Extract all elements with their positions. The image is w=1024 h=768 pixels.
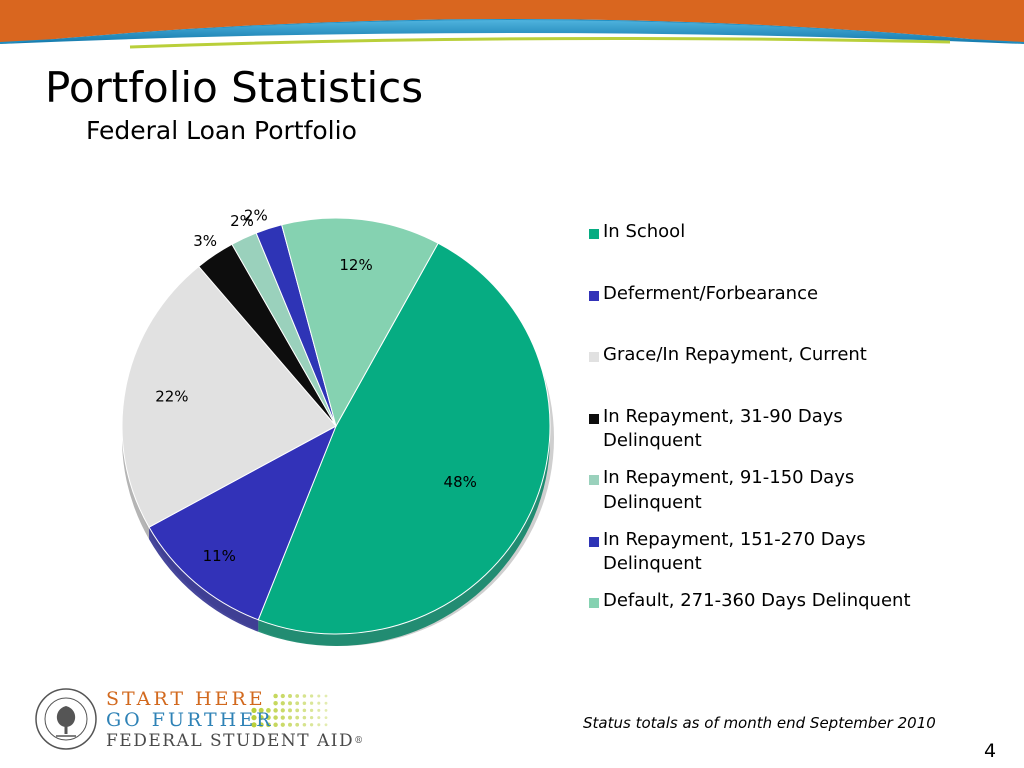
legend-item: Deferment/Forbearance bbox=[586, 280, 976, 342]
logo-line-start-here: START HERE bbox=[106, 688, 266, 710]
logo-line-federal-student-aid: FEDERAL STUDENT AID® bbox=[106, 731, 363, 752]
status-footnote: Status totals as of month end September … bbox=[583, 714, 936, 732]
legend-item: Default, 271-360 Days Delinquent bbox=[586, 587, 976, 649]
slide-title: Portfolio Statistics bbox=[45, 63, 424, 112]
department-of-education-seal-icon bbox=[35, 688, 97, 750]
legend-label: In Repayment, 151-270 Days Delinquent bbox=[603, 528, 866, 575]
pie-value-label-3: 22% bbox=[155, 387, 188, 405]
legend-item: Grace/In Repayment, Current bbox=[586, 341, 976, 403]
banner-orange-band bbox=[0, 0, 1024, 44]
legend-item: In School bbox=[586, 218, 976, 280]
fsa-logo: START HERE GO FURTHER FEDERAL STUDENT AI… bbox=[34, 686, 363, 752]
pie-value-label-7: 12% bbox=[339, 256, 372, 274]
legend-swatch bbox=[589, 536, 599, 547]
pie-value-label-2: 11% bbox=[203, 547, 236, 565]
pie-value-label-1: 48% bbox=[444, 473, 477, 491]
logo-fsa-text: FEDERAL STUDENT AID bbox=[106, 731, 355, 751]
legend-label: In Repayment, 31-90 Days Delinquent bbox=[603, 405, 843, 452]
legend-swatch bbox=[589, 290, 599, 301]
legend-label: Default, 271-360 Days Delinquent bbox=[603, 590, 911, 611]
banner-blue-band bbox=[0, 19, 1024, 44]
logo-line-go-further: GO FURTHER bbox=[106, 709, 274, 731]
top-banner bbox=[0, 0, 1024, 49]
legend-swatch bbox=[589, 352, 599, 362]
page-number: 4 bbox=[984, 740, 997, 762]
pie-value-label-6: 2% bbox=[244, 206, 268, 224]
pie-slice-in-school bbox=[257, 242, 551, 635]
registered-mark: ® bbox=[354, 736, 364, 746]
legend-swatch bbox=[589, 598, 599, 608]
legend-label: Grace/In Repayment, Current bbox=[603, 344, 867, 365]
legend-label: In Repayment, 91-150 Days Delinquent bbox=[603, 467, 855, 513]
pie-slice-deferment-forbearance bbox=[148, 424, 337, 621]
pie-value-labels: 48% 11% 22% 3% 2%2% 12% bbox=[155, 206, 477, 565]
legend-swatch bbox=[589, 413, 599, 424]
legend-item: In Repayment, 91-150 Days Delinquent bbox=[586, 464, 976, 526]
legend-swatch bbox=[589, 229, 599, 239]
pie-slice-default-271-360-days-delinquent bbox=[281, 217, 439, 428]
legend-item: In Repayment, 151-270 Days Delinquent bbox=[586, 526, 976, 588]
banner-blue-arc bbox=[0, 20, 1024, 44]
pie-value-label-4: 3% bbox=[193, 232, 217, 250]
chart-legend: In School Deferment/Forbearance Grace/In R… bbox=[586, 218, 976, 649]
banner-green-arc bbox=[129, 36, 951, 49]
pie-slices bbox=[121, 217, 551, 635]
legend-item: In Repayment, 31-90 Days Delinquent bbox=[586, 403, 976, 465]
logo-dots-icon bbox=[251, 693, 328, 728]
legend-swatch bbox=[589, 475, 599, 485]
legend-label: In School bbox=[603, 221, 686, 242]
pie-slice-grace-in-repayment-current bbox=[121, 265, 337, 528]
pie-chart: 48% 11% 22% 3% 2%2% 12% bbox=[121, 206, 554, 647]
pie-value-label-5: 2% bbox=[230, 212, 254, 230]
slide-subtitle: Federal Loan Portfolio bbox=[86, 116, 357, 145]
legend-label: Deferment/Forbearance bbox=[603, 282, 819, 304]
pie-slice-side-2 bbox=[149, 527, 259, 632]
